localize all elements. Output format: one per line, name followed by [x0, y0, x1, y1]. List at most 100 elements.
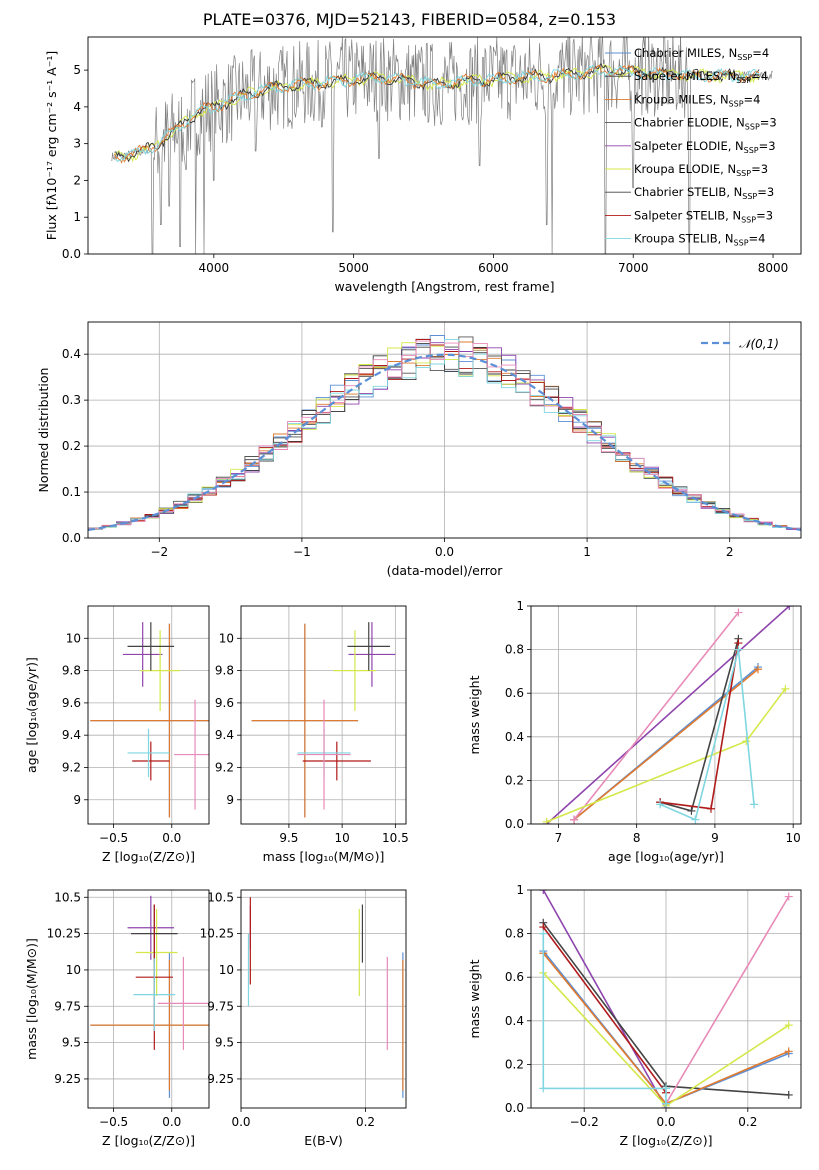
y-tick-label: 0.2: [505, 1057, 524, 1071]
x-tick-label: 9.5: [279, 831, 298, 845]
series-line-kroupa_stelib: [542, 933, 667, 1104]
axes-frame: [530, 889, 802, 1109]
plot-area: [88, 890, 209, 1108]
panel-residuals: −2 −1 0.0 1 2 0.0 0.1 0.2 0.3 0.4 (data-model)/err…: [36, 321, 802, 578]
x-axis-label: mass [log₁₀(M/M⊙)]: [263, 849, 385, 864]
panel-age_vs_Z: −0.5 0.0 9 9.2 9.4 9.6 9.8 10 Z [log₁₀(Z/Z⊙)] age…: [24, 605, 210, 864]
y-tick-label: 9.4: [215, 728, 234, 742]
plot-area: [111, 37, 774, 254]
y-tick-label: 9.4: [62, 728, 81, 742]
plot-area: [241, 890, 406, 1108]
y-tick-label: 9.25: [54, 1072, 81, 1086]
data-point-marker: [539, 929, 548, 938]
x-axis-label: Z [log₁₀(Z/Z⊙)]: [620, 1133, 713, 1148]
y-axis-label: mass weight: [467, 959, 482, 1038]
model-line-kroupa_miles: [114, 64, 760, 164]
axes-frame: [87, 605, 210, 825]
x-tick-label: 8000: [758, 261, 789, 275]
x-tick-label: 0.0: [231, 1115, 250, 1129]
y-tick-label: 10.5: [54, 890, 81, 904]
plot-area: [88, 322, 801, 538]
x-tick-label: 4000: [199, 261, 230, 275]
histogram-series-pink: [88, 340, 801, 529]
legend-entry: 𝒩(0,1): [739, 337, 779, 351]
y-tick-label: 2: [73, 173, 81, 187]
data-point-marker: [753, 665, 762, 674]
x-tick-label: 0.0: [435, 545, 454, 559]
histogram-series-chabrier_elodie: [88, 336, 801, 530]
y-tick-label: 3: [73, 137, 81, 151]
y-tick-label: 9.75: [207, 999, 234, 1013]
y-tick-label: 10: [66, 963, 81, 977]
y-tick-label: 0.4: [505, 730, 524, 744]
data-point-marker: [785, 606, 794, 610]
data-point-marker: [784, 1047, 793, 1056]
x-axis-label: wavelength [Angstrom, rest frame]: [334, 279, 554, 294]
panel-mass_vs_ebv: 0.0 0.2 9.25 9.5 9.75 10 10.25 10.5 E(B-V): [200, 889, 407, 1148]
plot-area: [531, 606, 801, 824]
plot-area: [241, 606, 406, 824]
series-line-salpeter_stelib: [542, 926, 667, 1094]
data-point-marker: [781, 684, 790, 693]
panel-weight_vs_Z: −0.2 0.0 0.2 0.0 0.2 0.4 0.6 0.8 1 Z [log₁₀(Z/Z⊙)…: [467, 883, 802, 1148]
x-axis-label: age [log₁₀(age/yr)]: [608, 849, 724, 864]
y-tick-label: 0.8: [505, 643, 524, 657]
x-tick-label: −2: [150, 545, 168, 559]
y-tick-label: 9.5: [215, 1036, 234, 1050]
x-tick-label: 0.2: [738, 1115, 757, 1129]
y-tick-label: 10.25: [200, 927, 234, 941]
y-tick-label: 9.6: [215, 696, 234, 710]
series-line-kroupa_stelib: [659, 649, 755, 821]
x-axis-label: Z [log₁₀(Z/Z⊙)]: [102, 1133, 195, 1148]
data-point-marker: [707, 804, 715, 813]
x-tick-label: 10: [334, 831, 349, 845]
y-tick-label: 1: [516, 883, 524, 897]
legend-entry: Salpeter MILES, NSSP=4: [634, 69, 768, 85]
axes-frame: [240, 889, 407, 1109]
y-tick-label: 0.4: [505, 1014, 524, 1028]
data-point-marker: [687, 806, 696, 815]
y-tick-label: 0.3: [62, 393, 81, 407]
x-tick-label: 7000: [618, 261, 649, 275]
x-tick-label: 10.5: [382, 831, 409, 845]
x-tick-label: 10: [786, 831, 801, 845]
x-tick-label: 2: [726, 545, 734, 559]
y-tick-label: 9.25: [207, 1072, 234, 1086]
y-tick-label: 10: [219, 631, 234, 645]
data-point-marker: [662, 1099, 670, 1108]
x-axis-label: Z [log₁₀(Z/Z⊙)]: [102, 849, 195, 864]
data-point-marker: [784, 892, 793, 901]
y-tick-label: 1: [516, 599, 524, 613]
legend-entry: Salpeter STELIB, NSSP=3: [634, 208, 773, 224]
legend-entry: Chabrier STELIB, NSSP=3: [634, 185, 774, 201]
x-tick-label: 0.2: [356, 1115, 375, 1129]
x-axis-label: E(B-V): [304, 1133, 343, 1148]
y-tick-label: 0.2: [505, 773, 524, 787]
y-tick-label: 0.4: [62, 347, 81, 361]
y-tick-label: 0.0: [505, 817, 524, 831]
y-tick-label: 4: [73, 100, 81, 114]
series-line-pink: [665, 896, 790, 1105]
x-tick-label: −0.2: [570, 1115, 599, 1129]
y-tick-label: 0.6: [505, 970, 524, 984]
series-line-salpeter_elodie: [542, 890, 667, 1108]
x-tick-label: −0.5: [99, 1115, 128, 1129]
legend-entry: Chabrier MILES, NSSP=4: [634, 46, 769, 62]
axes-frame: [87, 889, 210, 1109]
y-tick-label: 0.0: [505, 1101, 524, 1115]
series-line-pink: [573, 612, 740, 821]
model-line-kroupa_stelib: [114, 64, 760, 163]
y-tick-label: 1: [73, 210, 81, 224]
y-axis-label: Flux [fλ10⁻¹⁷ erg cm⁻² s⁻¹ A⁻¹]: [44, 51, 59, 240]
y-tick-label: 9.2: [62, 760, 81, 774]
x-tick-label: 7: [555, 831, 563, 845]
plot-area: [531, 890, 801, 1108]
x-axis-label: (data-model)/error: [387, 563, 504, 578]
axes-frame: [530, 605, 802, 825]
legend-entry: Kroupa STELIB, NSSP=4: [634, 232, 765, 248]
x-tick-label: 0.0: [162, 1115, 181, 1129]
data-point-marker: [734, 645, 743, 654]
y-tick-label: 0.0: [62, 247, 81, 261]
legend-entry: Chabrier ELODIE, NSSP=3: [634, 116, 777, 132]
